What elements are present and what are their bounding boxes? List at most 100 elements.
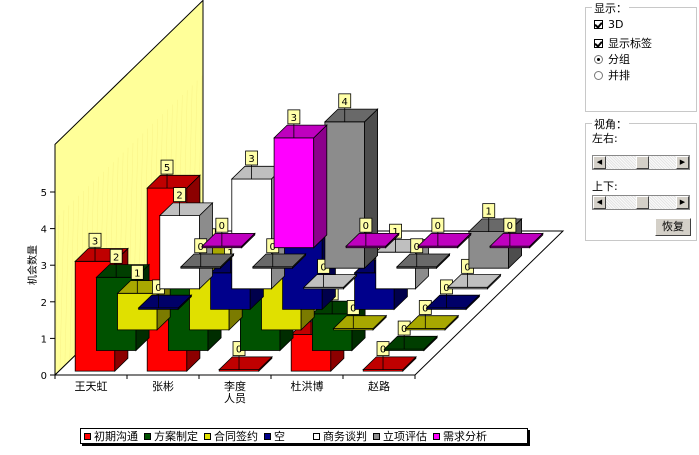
bar-top-face — [179, 253, 235, 268]
checkbox-show-labels[interactable] — [594, 38, 603, 48]
legend-item: 方案制定 — [144, 428, 198, 444]
data-label-box — [287, 109, 301, 125]
wall-hatch — [64, 205, 70, 366]
bar-chart-3d: 012345机会数量王天虹张彬李度人员杜洪博赵路3501022410123000… — [26, 0, 565, 405]
legend-label: 需求分析 — [443, 430, 487, 443]
bar-top-face — [383, 335, 439, 350]
radio-grouped[interactable] — [594, 54, 603, 64]
data-label-box — [88, 232, 102, 248]
data-label: 0 — [401, 324, 407, 335]
legend-label: 立项评估 — [383, 430, 427, 443]
data-label-box — [503, 217, 517, 233]
data-label: 0 — [219, 221, 225, 232]
option-side-by-side[interactable]: 并排 — [594, 67, 630, 83]
option-show-labels-label: 显示标签 — [608, 37, 652, 50]
legend-label: 空 — [274, 430, 285, 443]
bar-top-face — [323, 108, 379, 123]
x-tick-label: 张彬 — [152, 380, 174, 393]
legend-label: 方案制定 — [154, 430, 198, 443]
data-label-box — [130, 264, 144, 280]
legend-swatch — [144, 432, 151, 440]
data-label-box — [431, 217, 445, 233]
bar-top-face — [446, 274, 502, 288]
legend-label: 初期沟通 — [94, 430, 138, 443]
data-label: 3 — [248, 154, 254, 165]
data-label: 1 — [486, 207, 492, 218]
data-label: 0 — [464, 262, 470, 273]
legend-item: 初期沟通 — [84, 428, 138, 444]
y-tick-label: 0 — [41, 371, 47, 382]
left-right-slider[interactable]: ◀ ▶ — [592, 155, 690, 170]
y-tick-label: 2 — [41, 298, 47, 309]
legend-item: 空 — [264, 428, 285, 444]
data-label: 0 — [198, 242, 204, 253]
checkbox-3d[interactable] — [594, 20, 603, 29]
left-right-label: 左右: — [592, 132, 618, 145]
up-down-slider-thumb[interactable] — [636, 196, 649, 209]
right-arrow-icon[interactable]: ▶ — [676, 156, 689, 169]
data-label-box — [173, 187, 186, 203]
x-tick-label: 李度 — [224, 379, 246, 393]
data-label: 0 — [270, 242, 276, 253]
option-3d[interactable]: 3D — [594, 18, 623, 31]
x-tick-label: 赵路 — [368, 379, 390, 393]
option-grouped-label: 分组 — [608, 53, 630, 66]
data-label: 0 — [363, 221, 369, 232]
bar-top-face — [345, 232, 400, 247]
legend-item: 需求分析 — [433, 428, 487, 444]
up-down-slider[interactable]: ◀ ▶ — [592, 195, 690, 210]
bar-top-face — [273, 124, 328, 139]
legend-label: 商务谈判 — [323, 430, 367, 443]
data-label-box — [245, 150, 258, 166]
y-tick-label: 4 — [41, 225, 47, 236]
view-angle-title: 视角： — [592, 116, 629, 132]
bar-top-face — [489, 232, 544, 247]
option-side-by-side-label: 并排 — [608, 69, 630, 82]
data-label: 0 — [320, 262, 326, 273]
y-tick-label: 3 — [41, 261, 47, 272]
bar-front-face — [159, 215, 200, 290]
y-tick-label: 5 — [41, 188, 47, 199]
display-panel-title: 显示： — [592, 0, 629, 16]
option-show-labels[interactable]: 显示标签 — [594, 35, 652, 51]
data-label: 1 — [227, 248, 233, 259]
data-label: 4 — [342, 97, 348, 108]
bar-top-face — [395, 253, 451, 268]
legend-swatch — [313, 432, 320, 440]
left-arrow-icon[interactable]: ◀ — [593, 196, 606, 209]
data-label: 0 — [507, 221, 513, 232]
chart-legend: 初期沟通 方案制定 合同签约 空 商务谈判 立项评估 需求分析 — [80, 428, 528, 444]
x-tick-label: 人员 — [224, 392, 246, 405]
wall-hatch — [69, 200, 74, 361]
radio-side-by-side[interactable] — [594, 70, 603, 80]
reset-button[interactable]: 恢复 — [655, 218, 691, 236]
bar-top-face — [362, 356, 417, 371]
left-right-slider-thumb[interactable] — [636, 156, 649, 169]
bar-top-face — [332, 315, 388, 329]
view-angle-panel: 视角： 左右: ◀ ▶ 上下: ◀ ▶ 恢复 — [585, 116, 697, 241]
up-down-label: 上下: — [592, 180, 618, 193]
bar-top-face — [201, 232, 256, 247]
data-label: 0 — [380, 345, 386, 356]
data-label: 1 — [134, 268, 140, 279]
bar-top-face — [158, 202, 214, 217]
legend-item: 合同签约 — [204, 428, 258, 444]
legend-swatch — [433, 432, 440, 440]
data-label: 2 — [113, 252, 119, 263]
data-label: 3 — [291, 113, 297, 124]
option-grouped[interactable]: 分组 — [594, 51, 630, 67]
x-tick-label: 杜洪博 — [291, 379, 324, 393]
data-label: 0 — [443, 283, 449, 294]
right-arrow-icon[interactable]: ▶ — [676, 196, 689, 209]
left-arrow-icon[interactable]: ◀ — [593, 156, 606, 169]
legend-swatch — [204, 432, 211, 440]
data-label: 0 — [435, 221, 441, 232]
data-label-box — [359, 217, 373, 233]
y-tick-label: 1 — [41, 334, 47, 345]
display-panel: 显示： 3D 显示标签 分组 并排 — [585, 0, 697, 112]
data-label: 0 — [414, 242, 420, 253]
data-label: 0 — [350, 303, 356, 314]
data-label-box — [215, 217, 229, 233]
data-label: 1 — [392, 227, 398, 238]
bar-top-face — [404, 315, 460, 329]
